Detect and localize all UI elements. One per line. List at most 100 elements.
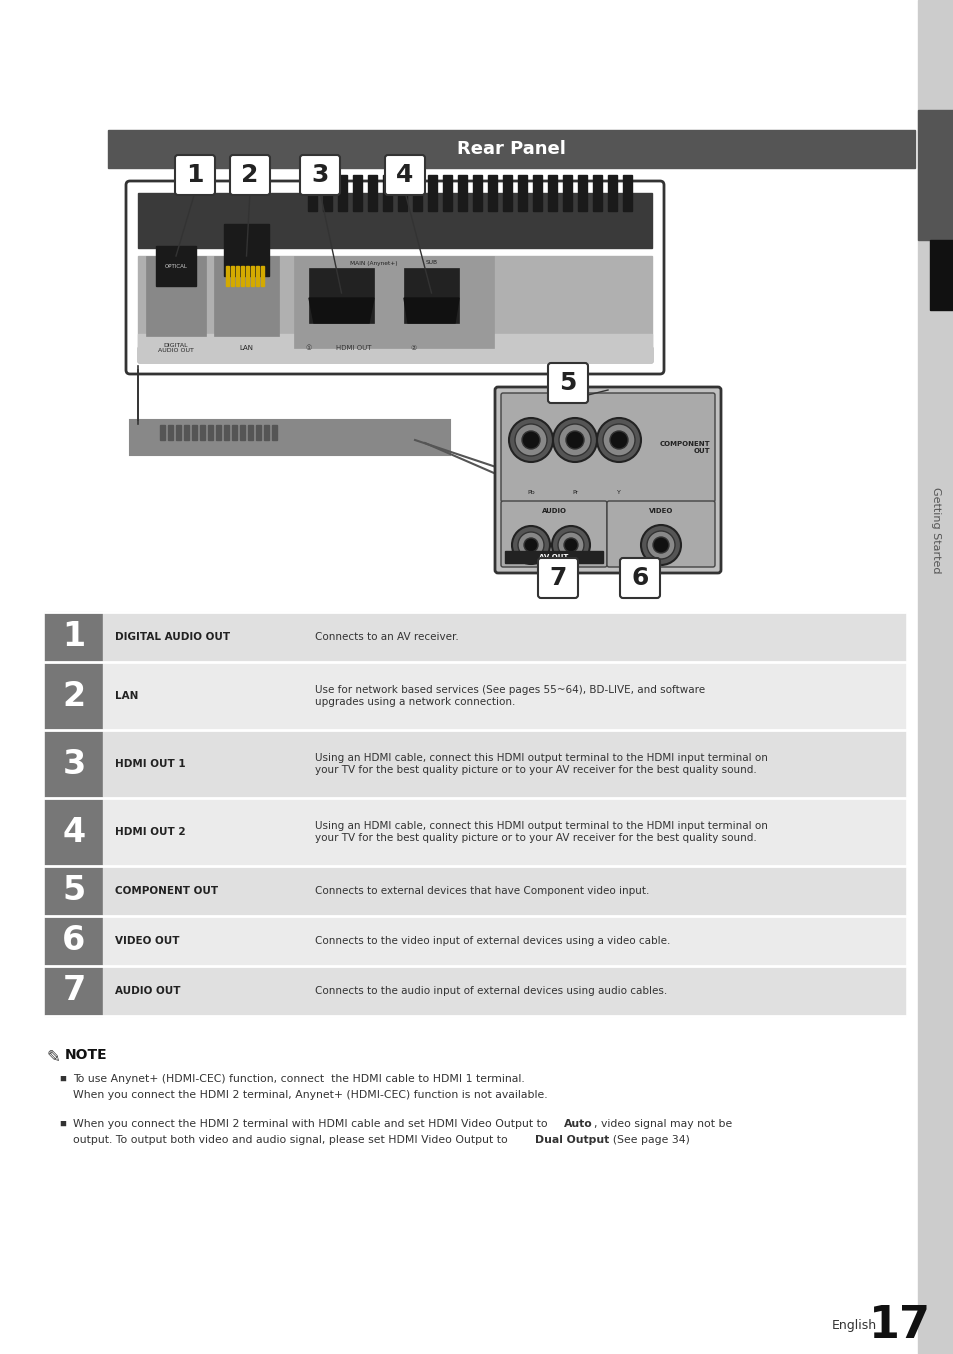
Text: LAN: LAN (239, 345, 253, 351)
Bar (45, 867, 103, 917)
Text: . (See page 34): . (See page 34) (605, 1135, 689, 1145)
Bar (240, 425, 245, 440)
Bar (403, 268, 458, 324)
Bar (232, 425, 236, 440)
Bar (301, 917, 904, 965)
Text: 1: 1 (62, 620, 86, 654)
FancyBboxPatch shape (385, 154, 424, 195)
Text: Use for network based services (See pages 55~64), BD-LIVE, and software
upgrades: Use for network based services (See page… (314, 685, 704, 707)
FancyBboxPatch shape (230, 154, 270, 195)
Text: HDMI OUT: HDMI OUT (335, 345, 372, 351)
Text: 1: 1 (186, 162, 204, 187)
FancyBboxPatch shape (500, 393, 714, 502)
Text: AV OUT: AV OUT (538, 554, 568, 561)
Bar (241, 265, 244, 286)
Text: LAN: LAN (115, 691, 138, 701)
Bar (45, 730, 103, 798)
Bar (272, 425, 276, 440)
Bar (917, 110, 953, 240)
Bar (184, 425, 189, 440)
Circle shape (553, 418, 597, 462)
Bar (533, 175, 541, 211)
Text: OPTICAL: OPTICAL (164, 264, 187, 268)
Circle shape (640, 525, 680, 565)
Bar (929, 240, 953, 310)
Bar (231, 265, 233, 286)
Text: ②: ② (411, 345, 416, 351)
Text: AUDIO OUT: AUDIO OUT (115, 986, 180, 997)
Text: 17: 17 (868, 1304, 930, 1347)
Circle shape (509, 418, 553, 462)
Text: Connects to the video input of external devices using a video cable.: Connects to the video input of external … (314, 936, 670, 946)
Circle shape (552, 525, 589, 565)
Bar (301, 730, 904, 798)
Bar (368, 175, 376, 211)
Bar (323, 175, 332, 211)
Bar (130, 420, 450, 455)
Bar (301, 662, 904, 730)
Circle shape (515, 424, 546, 456)
Text: 4: 4 (62, 815, 86, 849)
Bar (251, 265, 253, 286)
Text: 03: 03 (927, 171, 943, 180)
Circle shape (646, 531, 675, 559)
Bar (208, 425, 213, 440)
Bar (138, 256, 651, 362)
Circle shape (512, 525, 550, 565)
Bar (103, 662, 301, 730)
Text: Using an HDMI cable, connect this HDMI output terminal to the HDMI input termina: Using an HDMI cable, connect this HDMI o… (314, 753, 767, 774)
Text: HDMI OUT 1: HDMI OUT 1 (115, 760, 186, 769)
Bar (517, 175, 526, 211)
Text: DIGITAL
AUDIO OUT: DIGITAL AUDIO OUT (158, 343, 193, 353)
Bar (108, 130, 914, 168)
Bar (442, 175, 452, 211)
Text: 5: 5 (558, 371, 576, 395)
Bar (473, 175, 481, 211)
Bar (103, 730, 301, 798)
Text: When you connect the HDMI 2 terminal, Anynet+ (HDMI-CEC) function is not availab: When you connect the HDMI 2 terminal, An… (73, 1090, 547, 1099)
Bar (192, 425, 196, 440)
Bar (593, 175, 601, 211)
Bar (103, 612, 301, 662)
Bar (301, 965, 904, 1016)
Bar (255, 265, 258, 286)
Text: L: L (560, 555, 564, 561)
Bar (301, 612, 904, 662)
Bar (213, 256, 278, 336)
Circle shape (602, 424, 635, 456)
Bar (168, 425, 172, 440)
Text: 7: 7 (62, 975, 86, 1007)
Bar (160, 425, 165, 440)
Text: COMPONENT
OUT: COMPONENT OUT (659, 441, 709, 454)
Bar (261, 265, 264, 286)
Bar (294, 256, 494, 348)
Text: R: R (520, 555, 524, 561)
Bar (457, 175, 467, 211)
Bar (301, 867, 904, 917)
Text: English: English (831, 1320, 876, 1332)
Circle shape (609, 431, 627, 450)
FancyBboxPatch shape (495, 387, 720, 573)
Bar (226, 265, 229, 286)
Circle shape (558, 532, 583, 558)
Bar (353, 175, 361, 211)
Text: 3: 3 (311, 162, 329, 187)
Polygon shape (403, 298, 458, 324)
Text: Using an HDMI cable, connect this HDMI output terminal to the HDMI input termina: Using an HDMI cable, connect this HDMI o… (314, 821, 767, 842)
Bar (103, 798, 301, 867)
Text: COMPONENT OUT: COMPONENT OUT (115, 886, 218, 896)
Bar (156, 246, 195, 286)
Bar (309, 268, 374, 324)
Bar (138, 347, 651, 362)
FancyBboxPatch shape (537, 558, 578, 598)
Bar (248, 425, 253, 440)
Text: VIDEO: VIDEO (648, 508, 673, 515)
Text: Auto: Auto (563, 1118, 592, 1129)
Circle shape (652, 538, 668, 552)
Bar (264, 425, 269, 440)
Bar (215, 425, 221, 440)
Bar (337, 175, 347, 211)
Text: When you connect the HDMI 2 terminal with HDMI cable and set HDMI Video Output t: When you connect the HDMI 2 terminal wit… (73, 1118, 551, 1129)
Bar (175, 425, 181, 440)
FancyBboxPatch shape (606, 501, 714, 567)
